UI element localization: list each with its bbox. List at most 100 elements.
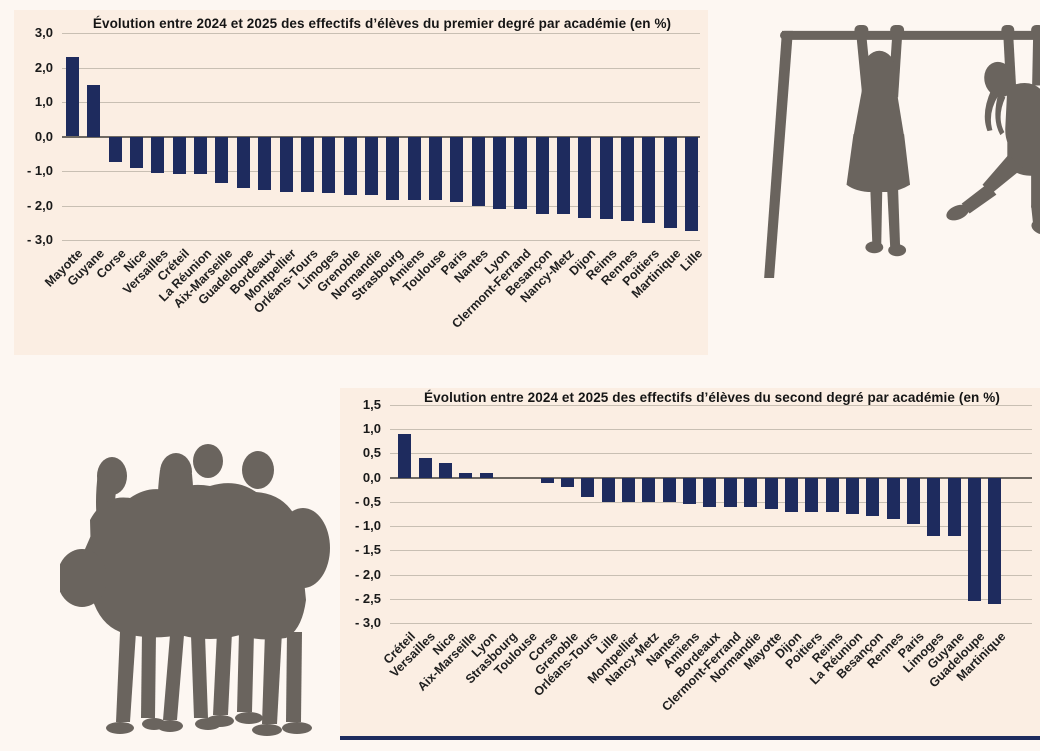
bar-besan-on	[866, 477, 880, 517]
bar-toulouse	[428, 136, 442, 201]
chart-panel-premier-degre: Évolution entre 2024 et 2025 des effecti…	[14, 10, 708, 355]
bar-grenoble	[561, 477, 574, 488]
gridline	[390, 550, 1032, 552]
gridline	[62, 33, 700, 34]
bar-limoges	[927, 477, 941, 536]
chart-title-premier-degre: Évolution entre 2024 et 2025 des effecti…	[92, 16, 672, 31]
bar-amiens	[407, 136, 421, 201]
bar-orl-ans-tours	[300, 136, 314, 192]
bar-clermont-ferrand	[514, 136, 528, 209]
bar-nice	[438, 463, 452, 478]
y-tick-label: - 3,0	[26, 232, 53, 247]
bottom-border-strip	[340, 736, 1040, 740]
bar-bordeaux	[258, 136, 272, 190]
y-tick-label: - 1,0	[26, 163, 53, 178]
bar-nantes	[662, 477, 676, 502]
bar-rennes	[621, 136, 635, 222]
bar-guadeloupe	[968, 477, 981, 602]
chart-title-second-degre: Évolution entre 2024 et 2025 des effecti…	[424, 390, 1000, 405]
bar-rennes	[886, 477, 900, 519]
bar-aix-marseille	[459, 472, 473, 478]
gridline	[62, 240, 700, 241]
bar-bordeaux	[703, 477, 717, 507]
bar-corse	[108, 136, 122, 163]
bar-aix-marseille	[215, 136, 229, 184]
gridline	[62, 171, 700, 172]
students-group-silhouette-image	[57, 428, 352, 746]
bar-limoges	[322, 136, 336, 194]
gridline	[62, 102, 700, 103]
bar-normandie	[744, 477, 758, 507]
gridline	[390, 623, 1032, 624]
gridline	[390, 526, 1032, 528]
bar-poitiers	[642, 136, 656, 223]
bar-dijon	[578, 136, 592, 218]
bar-besan-on	[535, 136, 549, 215]
y-tick-label: - 2,5	[354, 590, 381, 606]
monkey-bars-children-silhouette-image	[752, 18, 1040, 284]
y-tick-label: 0,5	[362, 445, 381, 461]
y-tick-label: - 3,0	[354, 615, 381, 630]
bar-la-r-union	[845, 477, 859, 514]
bar-lyon	[493, 136, 506, 209]
chart-plot-second-degre: 1,5 1,0 0,5 0,0 - 0,5 - 1,0 - 1,5 - 2,0 - 2,5 - 3…	[340, 388, 1040, 740]
y-tick-label: - 2,0	[26, 197, 53, 213]
bar-reims	[599, 136, 613, 220]
bar-cr-teil	[398, 434, 412, 478]
bar-martinique	[663, 136, 677, 228]
y-tick-label: - 0,5	[354, 493, 381, 509]
y-tick-label: 0,0	[362, 469, 381, 485]
bar-versailles	[151, 136, 165, 173]
bar-orl-ans-tours	[581, 477, 595, 498]
chart-plot-premier-degre: 3,0 2,0 1,0 0,0- 1,0- 2,0- 3,0 Mayotte Guyane…	[14, 10, 708, 355]
bar-strasbourg	[386, 136, 400, 201]
y-tick-label: 3,0	[34, 25, 53, 40]
bar-montpellier	[279, 136, 293, 192]
chart-panel-second-degre: Évolution entre 2024 et 2025 des effecti…	[340, 388, 1040, 740]
y-tick-label: 0,0	[34, 128, 53, 144]
y-tick-label: 1,0	[34, 94, 53, 109]
y-tick-label: 2,0	[34, 59, 53, 75]
bar-normandie	[364, 136, 378, 196]
gridline	[390, 405, 1032, 406]
bar-versailles	[418, 458, 432, 478]
y-tick-label: 1,0	[362, 421, 381, 437]
y-tick-label: - 1,5	[354, 542, 381, 558]
bar-lille	[601, 477, 615, 502]
bar-dijon	[784, 477, 798, 512]
zero-axis-line	[62, 135, 700, 138]
bar-mayotte	[66, 57, 79, 137]
bar-cr-teil	[172, 136, 186, 175]
bar-reims	[825, 477, 839, 512]
y-tick-label: - 2,0	[354, 566, 381, 582]
bar-clermont-ferrand	[723, 477, 737, 507]
gridline	[390, 453, 1032, 455]
gridline	[390, 574, 1032, 576]
bar-mayotte	[764, 477, 778, 510]
gridline	[390, 429, 1032, 431]
bar-amiens	[683, 477, 697, 505]
bar-paris	[450, 136, 464, 203]
bar-nancy-metz	[557, 136, 571, 215]
y-tick-label: - 1,0	[354, 518, 381, 534]
gridline	[390, 598, 1032, 600]
x-tick-label: Lille	[677, 246, 705, 274]
gridline	[62, 67, 700, 69]
bar-nice	[130, 136, 144, 168]
bar-lyon	[479, 472, 493, 478]
bar-poitiers	[805, 477, 819, 512]
bar-martinique	[988, 477, 1002, 604]
bar-guyane	[947, 477, 961, 536]
students-group-silhouette-icon	[57, 444, 330, 736]
gridline	[62, 205, 700, 207]
bar-guyane	[87, 84, 101, 137]
bar-la-r-union	[194, 136, 208, 175]
bar-lille	[685, 136, 699, 232]
bar-grenoble	[343, 136, 357, 196]
y-tick-label: 1,5	[362, 397, 381, 412]
bar-corse	[540, 477, 554, 483]
bar-nantes	[471, 136, 485, 206]
bar-nancy-metz	[642, 477, 656, 502]
bar-guadeloupe	[236, 136, 250, 189]
bar-montpellier	[622, 477, 636, 502]
